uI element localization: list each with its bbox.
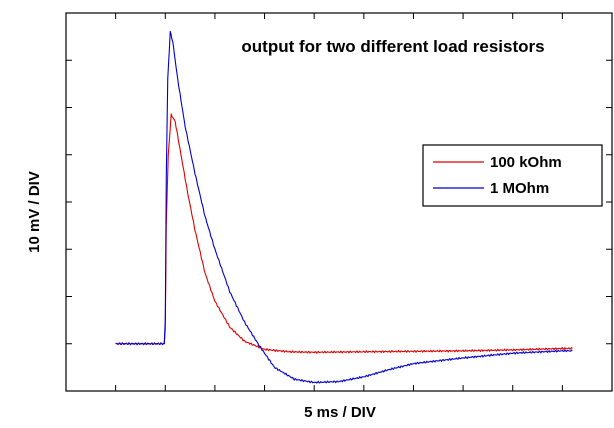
x-axis-label: 5 ms / DIV <box>304 404 376 421</box>
series-line-100-kohm <box>115 113 573 354</box>
axis-ticks <box>66 13 612 391</box>
legend-label-1-mohm: 1 MOhm <box>490 180 549 197</box>
chart-title: output for two different load resistors <box>241 37 544 56</box>
legend: 100 kOhm 1 MOhm <box>422 144 603 207</box>
series-line-1-mohm <box>115 30 573 384</box>
y-axis-label: 10 mV / DIV <box>26 171 43 253</box>
series-lines <box>115 30 573 384</box>
legend-label-100-kohm: 100 kOhm <box>490 154 562 171</box>
legend-box <box>422 144 603 207</box>
